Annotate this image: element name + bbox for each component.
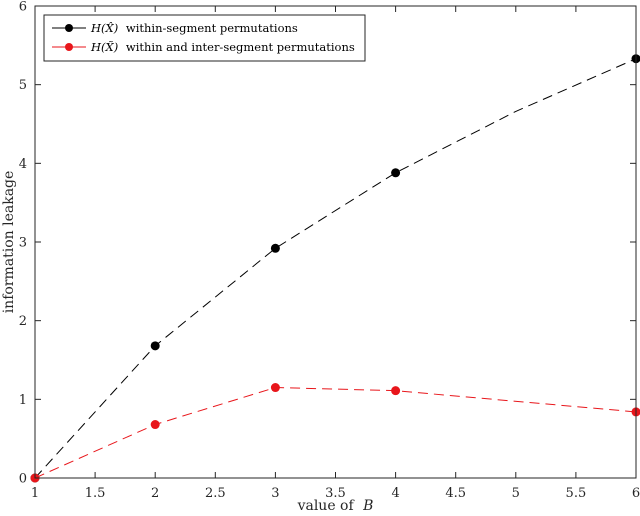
x-tick-label: 3 — [271, 486, 279, 501]
x-tick-label: 2 — [151, 486, 159, 501]
x-tick-label: 5.5 — [566, 486, 587, 501]
data-point — [391, 386, 401, 396]
x-tick-label: 3.5 — [325, 486, 346, 501]
x-tick-label: 4.5 — [445, 486, 466, 501]
series-line-1 — [34, 387, 637, 479]
y-tick-label: 3 — [19, 236, 27, 251]
legend-swatch-marker — [65, 24, 73, 32]
x-axis-label-text: value of — [297, 498, 356, 514]
data-point — [270, 383, 280, 393]
chart-marks — [30, 54, 640, 483]
x-tick-label: 5 — [512, 486, 520, 501]
series-line-0 — [34, 58, 637, 479]
x-axis-label: value of B — [297, 498, 374, 514]
data-point — [270, 243, 280, 253]
y-tick-label: 2 — [19, 314, 27, 329]
data-point — [150, 420, 160, 430]
x-tick-label: 6 — [632, 486, 640, 501]
y-tick-label: 1 — [19, 393, 27, 408]
legend-label-math: H(X̂) — [90, 21, 118, 35]
plot-frame — [34, 5, 637, 479]
x-tick-label: 1 — [31, 486, 39, 501]
legend-box — [43, 14, 366, 62]
y-tick-label: 0 — [19, 472, 27, 487]
legend-label-math: H(X̃) — [90, 40, 118, 54]
y-tick-label: 5 — [19, 78, 27, 93]
x-tick-label: 4 — [391, 486, 399, 501]
x-tick-label: 2.5 — [205, 486, 226, 501]
x-axis-label-variable: B — [362, 498, 373, 514]
legend-label-text: within and inter-segment permutations — [126, 40, 355, 54]
y-tick-label: 4 — [19, 157, 27, 172]
legend: H(X̂) within-segment permutations H(X̃) … — [43, 14, 366, 62]
legend-label: H(X̂) within-segment permutations — [90, 21, 298, 35]
data-point — [150, 341, 160, 351]
legend-swatch-marker — [65, 43, 73, 51]
legend-label: H(X̃) within and inter-segment permutati… — [90, 40, 355, 54]
y-tick-label: 6 — [19, 0, 27, 15]
legend-label-text: within-segment permutations — [126, 21, 298, 35]
x-tick-label: 1.5 — [85, 486, 106, 501]
legend-entry-red: H(X̃) within and inter-segment permutati… — [52, 40, 355, 54]
legend-entry-black: H(X̂) within-segment permutations — [52, 21, 298, 35]
data-point — [391, 168, 401, 178]
y-axis-label: information leakage — [1, 171, 17, 314]
